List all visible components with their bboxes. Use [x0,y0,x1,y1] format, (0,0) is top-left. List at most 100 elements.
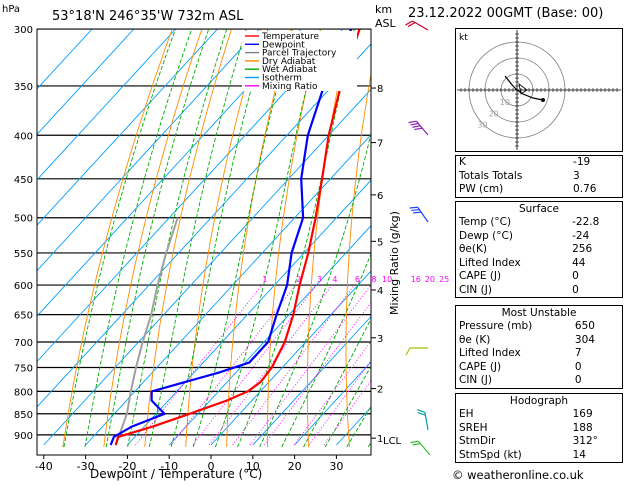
isotherm [37,43,371,408]
row-value: 650 [574,320,595,332]
row-value: 3 [573,169,580,182]
wet-adiabat [63,29,176,448]
wind-barbs [405,20,431,456]
wet-adiabat [170,29,269,448]
dry-adiabat [144,29,232,448]
row-value: 188 [572,421,593,434]
row-key: EH [459,408,474,420]
pressure-tick-label: 750 [14,364,33,375]
isotherm [37,29,177,181]
hodograph-storm-motion [541,98,545,102]
most-unstable-title: Most Unstable [501,307,577,319]
wind-barb [405,20,429,31]
wet-adiabat [303,317,371,448]
barb-flag [405,20,413,26]
barb-flag [412,442,421,446]
hodograph-ring-label: 30 [477,121,487,130]
row-value: 14 [572,448,586,461]
pressure-tick-label: 700 [14,338,33,349]
row-value: 312° [572,435,598,447]
barb-flag [408,120,417,124]
parcel-trajectory [114,217,179,446]
wet-adiabat [127,29,228,448]
legend-entry: Mixing Ratio [262,82,318,92]
dry-adiabat [226,29,292,448]
row-key: StmSpd (kt) [459,448,522,461]
hodograph-unit: kt [459,33,468,43]
barb-flag [414,127,423,131]
hodograph-marker [518,83,528,95]
axes: 1 2 3 4 6 8 10 16 20 2530035040045050055060065070… [14,25,449,473]
temperature-tick-label: -20 [118,460,136,473]
indices-table: K -19 Totals Totals 3 PW (cm) 0.76 [455,155,623,198]
mixing-ratio-label: 1 [262,275,267,284]
barb-flag [411,209,420,212]
row-value: 169 [572,408,593,420]
mixing-ratio-line [249,284,371,446]
isotherm [37,29,344,363]
km-tick-label: 1 [377,434,383,445]
row-key: K [459,156,466,168]
dry-adiabat [420,29,439,447]
row-value: 256 [572,243,593,255]
hodograph-trace [504,75,544,101]
hpa-label: hPa [2,4,20,15]
wind-barb [405,347,428,356]
dry-adiabat [267,29,321,447]
isotherm [294,361,371,446]
mixing-ratio-line [135,284,263,446]
km-tick-label: 2 [377,385,383,396]
pressure-tick-label: 900 [14,431,33,442]
mixing-ratio-line [170,284,296,446]
km-tick-label: 8 [377,84,383,95]
temperature-tick-label: -40 [35,460,53,473]
mixing-ratio-label: 4 [332,275,337,284]
mixing-ratio-line [208,284,333,446]
km-label: km [375,3,392,16]
barb-flag [410,122,419,126]
most-unstable-row: θe (K) 304 [456,334,622,348]
pressure-tick-label: 400 [14,131,33,142]
row-key: θe (K) [459,333,491,346]
mixing-ratio-line [232,284,355,446]
wet-adiabat [192,29,293,448]
isotherm [168,224,371,446]
asl-label: ASL [375,17,397,30]
km-tick-label: 6 [377,191,383,202]
mixing-ratio-axis-title: Mixing Ratio (g/kg) [388,211,401,315]
most-unstable-row: CIN (J) 0 [456,374,622,388]
pressure-tick-label: 850 [14,410,33,421]
indices-row: K -19 [456,156,623,170]
legend-entry: Temperature [261,32,319,42]
wet-adiabat [105,29,210,448]
barb-flag [410,440,419,444]
wind-barb [410,440,431,456]
barb-flag [412,125,421,128]
hodograph-stats-row: StmDir 312° [456,435,622,449]
dry-adiabat [103,29,203,448]
pressure-tick-label: 500 [14,214,33,225]
wind-barb [408,120,429,136]
surface-row: CIN (J) 0 [456,284,622,298]
km-tick-label: 5 [377,237,383,248]
wind-barb [409,206,429,223]
most-unstable-row: Pressure (mb) 650 [456,320,622,334]
wet-adiabat [84,29,193,448]
hodograph-ring-label: 20 [489,109,499,118]
pressure-tick-label: 800 [14,387,33,398]
row-value: -19 [573,156,591,168]
row-key: Lifted Index [459,256,521,269]
most-unstable-table: Pressure (mb) 650 θe (K) 304 Lifted Index 7 CA… [456,320,622,388]
mixing-ratio-line [323,380,371,446]
footer-credit: © weatheronline.co.uk [452,468,584,482]
row-key: Totals Totals [459,169,523,182]
row-value: 7 [574,347,582,359]
pressure-tick-label: 600 [14,281,33,292]
surface-row: Dewp (°C) -24 [456,230,622,244]
temperature-tick-label: -30 [77,460,95,473]
km-tick-label: 3 [377,334,383,345]
datetime: 23.12.2022 00GMT (Base: 00) [408,6,604,21]
mixing-ratio-line [192,284,317,446]
